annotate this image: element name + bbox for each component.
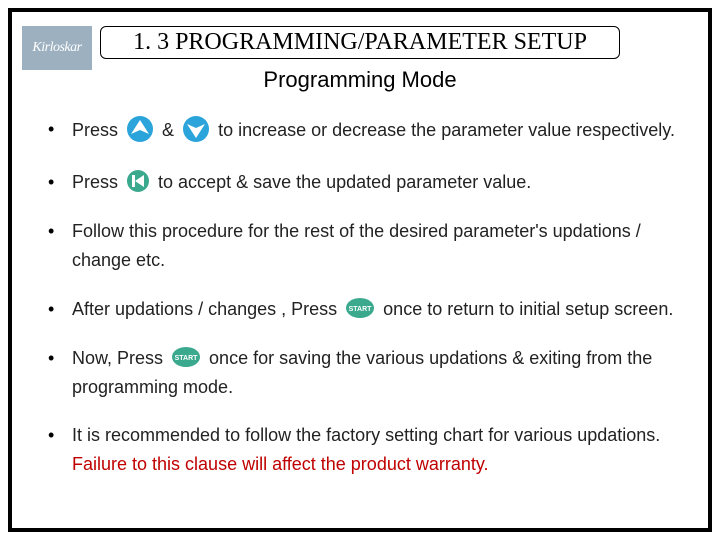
- brand-logo: Kirloskar: [22, 26, 92, 70]
- list-item: After updations / changes , Press START …: [44, 295, 684, 324]
- list-item: It is recommended to follow the factory …: [44, 421, 684, 479]
- text-fragment: Follow this procedure for the rest of th…: [72, 221, 641, 270]
- text-fragment: It is recommended to follow the factory …: [72, 425, 660, 445]
- list-item: Press to accept & save the updated param…: [44, 168, 684, 198]
- page-title: 1. 3 PROGRAMMING/PARAMETER SETUP: [133, 29, 587, 55]
- text-fragment: Now, Press: [72, 348, 168, 368]
- list-item: Now, Press START once for saving the var…: [44, 344, 684, 402]
- svg-text:START: START: [175, 355, 199, 362]
- text-fragment: &: [162, 120, 179, 140]
- start-icon: START: [345, 297, 375, 328]
- svg-text:START: START: [349, 306, 373, 313]
- text-fragment: Press: [72, 120, 123, 140]
- brand-logo-text: Kirloskar: [32, 40, 81, 56]
- text-fragment: to accept & save the updated parameter v…: [158, 172, 531, 192]
- instruction-list: Press & to increase or decrease the para…: [36, 115, 684, 479]
- text-fragment: After updations / changes , Press: [72, 299, 342, 319]
- arrow-up-icon: [126, 115, 154, 152]
- arrow-down-icon: [182, 115, 210, 152]
- list-item: Follow this procedure for the rest of th…: [44, 217, 684, 275]
- list-item: Press & to increase or decrease the para…: [44, 115, 684, 148]
- text-fragment: to increase or decrease the parameter va…: [218, 120, 675, 140]
- text-fragment: once to return to initial setup screen.: [383, 299, 673, 319]
- page-subtitle: Programming Mode: [36, 67, 684, 93]
- text-fragment: Press: [72, 172, 123, 192]
- warning-text: Failure to this clause will affect the p…: [72, 454, 489, 474]
- prev-track-icon: [126, 169, 150, 202]
- start-icon: START: [171, 346, 201, 377]
- slide-frame: Kirloskar 1. 3 PROGRAMMING/PARAMETER SET…: [8, 8, 712, 532]
- page-title-box: 1. 3 PROGRAMMING/PARAMETER SETUP: [100, 26, 620, 59]
